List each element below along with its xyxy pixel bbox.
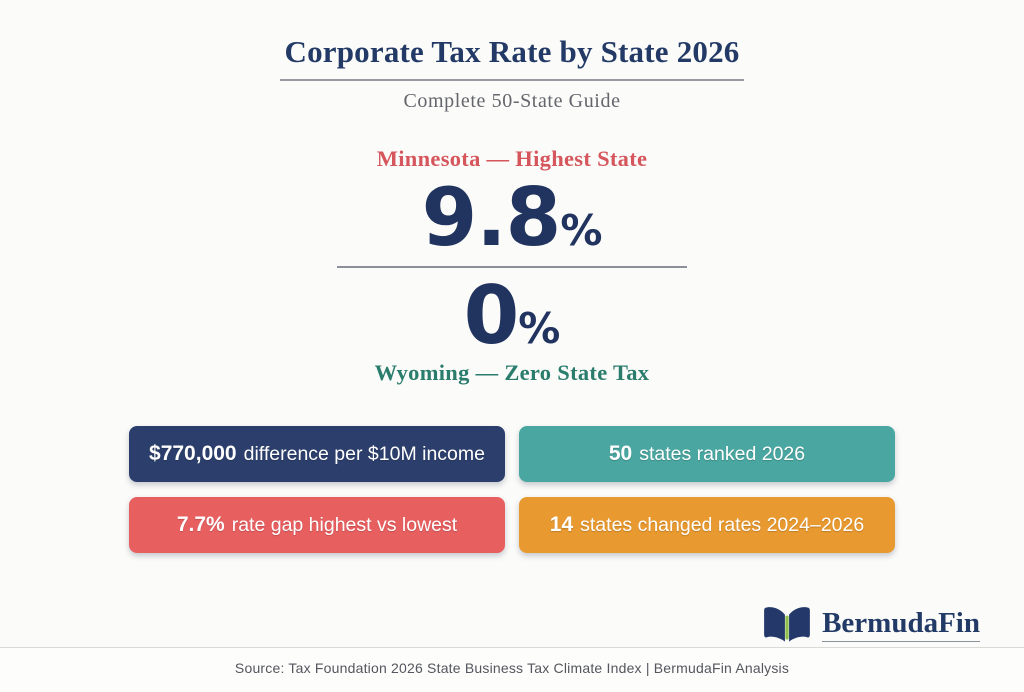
header: Corporate Tax Rate by State 2026 Complet… [280,34,744,113]
source-bar: Source: Tax Foundation 2026 State Busine… [0,647,1024,692]
lowest-rate-percent-sign: % [518,304,561,353]
stat-label: states changed rates 2024–2026 [580,513,865,536]
title-underline [280,79,744,81]
stats-grid: $770,000 difference per $10M income 50 s… [129,426,895,553]
lowest-rate-number: 0 [463,269,520,362]
stat-value: 50 [608,442,633,465]
highest-state-label: Minnesota — Highest State [376,146,648,171]
open-book-icon [764,607,810,642]
page-subtitle: Complete 50-State Guide [403,90,621,112]
highest-rate-percent-sign: % [560,206,603,255]
stat-label: rate gap highest vs lowest [231,513,458,536]
stat-value: $770,000 [149,442,237,465]
stat-card-income-difference: $770,000 difference per $10M income [129,426,505,482]
stat-card-states-changed: 14 states changed rates 2024–2026 [519,497,895,553]
brand-wrap: BermudaFin [822,606,980,643]
lowest-rate-value: 0% [337,276,687,356]
rates-divider [337,266,687,268]
stat-value: 7.7% [176,513,225,536]
brand-underline [822,641,980,643]
page-title: Corporate Tax Rate by State 2026 [284,34,740,69]
stat-value: 14 [549,513,574,536]
source-attribution: Source: Tax Foundation 2026 State Busine… [234,660,790,676]
brand-name: BermudaFin [822,606,980,639]
zero-tax-state-label: Wyoming — Zero State Tax [374,360,650,385]
stat-label: difference per $10M income [243,442,485,465]
highest-rate-number: 9.8 [421,171,562,264]
highlight-block: Minnesota — Highest State 9.8% 0% Wyomin… [337,146,687,386]
stat-label: states ranked 2026 [639,442,806,465]
highest-rate-value: 9.8% [337,178,687,258]
stat-card-states-ranked: 50 states ranked 2026 [519,426,895,482]
bermudafin-logo: BermudaFin [761,603,980,647]
stat-card-rate-gap: 7.7% rate gap highest vs lowest [129,497,505,553]
logo-row: BermudaFin [0,603,1024,647]
